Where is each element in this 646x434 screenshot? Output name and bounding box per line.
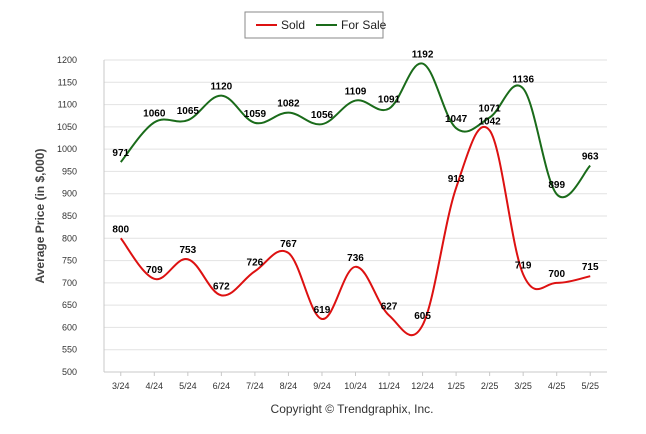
legend: Sold For Sale (244, 11, 387, 39)
legend-label-for-sale: For Sale (341, 18, 387, 32)
data-label-sold: 700 (548, 269, 565, 280)
data-label-for-sale: 1056 (311, 110, 334, 121)
data-label-for-sale: 1071 (479, 103, 502, 114)
x-tick-label: 1/25 (447, 381, 465, 391)
y-tick-label: 900 (62, 189, 77, 199)
x-tick-label: 3/24 (112, 381, 130, 391)
x-tick-label: 11/24 (378, 381, 400, 391)
y-tick-label: 800 (62, 233, 77, 243)
x-tick-label: 4/25 (548, 381, 566, 391)
x-tick-label: 12/24 (411, 381, 434, 391)
data-label-sold: 627 (381, 301, 398, 312)
data-label-sold: 800 (112, 224, 129, 235)
data-label-for-sale: 1192 (412, 50, 434, 61)
y-axis-ticks: 500 550 600 650 700 750 800 850 900 950 1000 1050 11… (57, 55, 77, 377)
data-label-sold: 672 (213, 281, 230, 292)
y-tick-label: 550 (62, 345, 77, 355)
data-label-for-sale: 971 (112, 148, 129, 159)
data-label-for-sale: 1047 (445, 114, 468, 125)
data-label-for-sale: 899 (548, 180, 565, 191)
y-tick-label: 1150 (58, 77, 77, 87)
data-label-for-sale: 1065 (177, 106, 200, 117)
data-label-for-sale: 1136 (512, 75, 534, 86)
data-label-for-sale: 963 (582, 152, 599, 163)
y-tick-label: 700 (62, 278, 77, 288)
series-line-sold (119, 126, 591, 337)
y-tick-label: 1200 (57, 55, 77, 65)
data-label-sold: 913 (448, 174, 465, 185)
y-tick-label: 950 (62, 166, 77, 176)
data-label-for-sale: 1060 (143, 108, 166, 119)
x-tick-label: 5/24 (179, 381, 197, 391)
y-tick-label: 650 (62, 300, 77, 310)
x-tick-label: 10/24 (344, 381, 367, 391)
data-label-sold: 753 (179, 245, 196, 256)
y-tick-label: 1000 (57, 144, 77, 154)
x-tick-label: 3/25 (514, 381, 532, 391)
y-tick-label: 1050 (57, 122, 77, 132)
x-tick-label: 7/24 (246, 381, 264, 391)
y-tick-label: 1100 (58, 100, 77, 110)
series-lines (119, 62, 591, 337)
y-tick-label: 500 (62, 367, 77, 377)
data-label-for-sale: 1059 (244, 109, 267, 120)
y-tick-label: 750 (62, 256, 77, 266)
data-label-for-sale: 1091 (378, 95, 401, 106)
data-label-for-sale: 1082 (277, 99, 300, 110)
data-label-sold: 767 (280, 239, 297, 250)
data-label-for-sale: 1109 (345, 87, 367, 98)
y-tick-label: 850 (62, 211, 77, 221)
data-label-sold: 726 (247, 257, 264, 268)
data-label-sold: 715 (582, 262, 599, 273)
x-axis-ticks: 3/24 4/24 5/24 6/24 7/24 8/24 9/24 10/24 11/24 12… (112, 372, 599, 391)
series-line-for-sale (119, 62, 591, 199)
copyright-text: Copyright © Trendgraphix, Inc. (271, 402, 434, 416)
data-label-sold: 605 (414, 311, 431, 322)
x-tick-label: 9/24 (313, 381, 331, 391)
data-label-sold: 736 (347, 253, 364, 264)
y-axis-label: Average Price (in $,000) (33, 149, 47, 284)
data-label-sold: 1042 (479, 116, 502, 127)
data-label-sold: 619 (314, 305, 331, 316)
x-tick-label: 6/24 (213, 381, 231, 391)
y-tick-label: 600 (62, 322, 77, 332)
x-tick-label: 2/25 (481, 381, 499, 391)
x-tick-label: 8/24 (280, 381, 298, 391)
data-label-sold: 719 (515, 260, 532, 271)
legend-label-sold: Sold (281, 18, 305, 32)
x-tick-label: 4/24 (146, 381, 164, 391)
x-tick-label: 5/25 (581, 381, 599, 391)
data-labels: 800 709 753 672 726 767 619 736 627 605 913 1042 719… (112, 50, 599, 323)
data-label-sold: 709 (146, 265, 163, 276)
data-label-for-sale: 1120 (211, 82, 233, 93)
